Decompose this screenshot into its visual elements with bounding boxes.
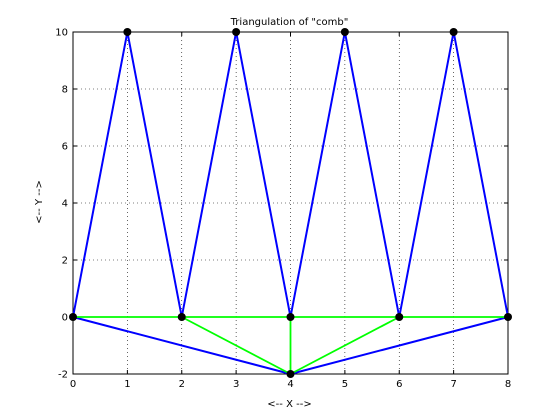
y-tick-label: -2	[58, 370, 68, 381]
x-axis-label: <-- X -->	[267, 399, 311, 410]
boundary-edge	[180, 31, 238, 318]
y-axis-label: <-- Y -->	[34, 180, 45, 224]
boundary-edge	[289, 316, 509, 375]
vertex-point	[286, 370, 295, 378]
boundary-edge	[72, 31, 129, 318]
y-tick-label: 6	[62, 142, 68, 153]
vertex-point	[449, 28, 458, 36]
x-tick-label: 4	[287, 379, 293, 390]
x-tick-label: 8	[505, 379, 511, 390]
boundary-edge	[235, 31, 292, 318]
lines-layer	[72, 31, 509, 375]
vertex-point	[395, 313, 404, 321]
labels-layer: Triangulation of "comb" <-- X --> <-- Y …	[34, 17, 348, 410]
interior-edge	[289, 316, 401, 375]
interior-edge	[180, 316, 292, 375]
chart-title: Triangulation of "comb"	[230, 17, 349, 28]
x-tick-label: 1	[124, 379, 130, 390]
boundary-edge	[72, 316, 292, 375]
boundary-edge	[398, 31, 455, 318]
y-tick-label: 8	[62, 85, 68, 96]
y-tick-label: 2	[62, 256, 68, 267]
boundary-edge	[126, 31, 183, 318]
x-tick-label: 3	[233, 379, 239, 390]
x-tick-label: 0	[70, 379, 76, 390]
vertex-point	[232, 28, 241, 36]
x-tick-label: 5	[342, 379, 348, 390]
x-tick-label: 7	[450, 379, 456, 390]
boundary-edge	[452, 31, 509, 318]
boundary-edge	[289, 31, 346, 318]
boundary-edge	[343, 31, 401, 318]
y-tick-label: 10	[55, 28, 68, 39]
vertex-point	[504, 313, 512, 321]
x-tick-label: 2	[179, 379, 185, 390]
vertex-point	[69, 313, 77, 321]
vertex-point	[177, 313, 186, 321]
x-tick-label: 6	[396, 379, 402, 390]
vertex-point	[123, 28, 132, 36]
vertex-point	[286, 313, 295, 321]
points-layer	[69, 28, 512, 378]
y-tick-label: 4	[62, 199, 68, 210]
vertex-point	[340, 28, 349, 36]
y-tick-label: 0	[62, 313, 68, 324]
